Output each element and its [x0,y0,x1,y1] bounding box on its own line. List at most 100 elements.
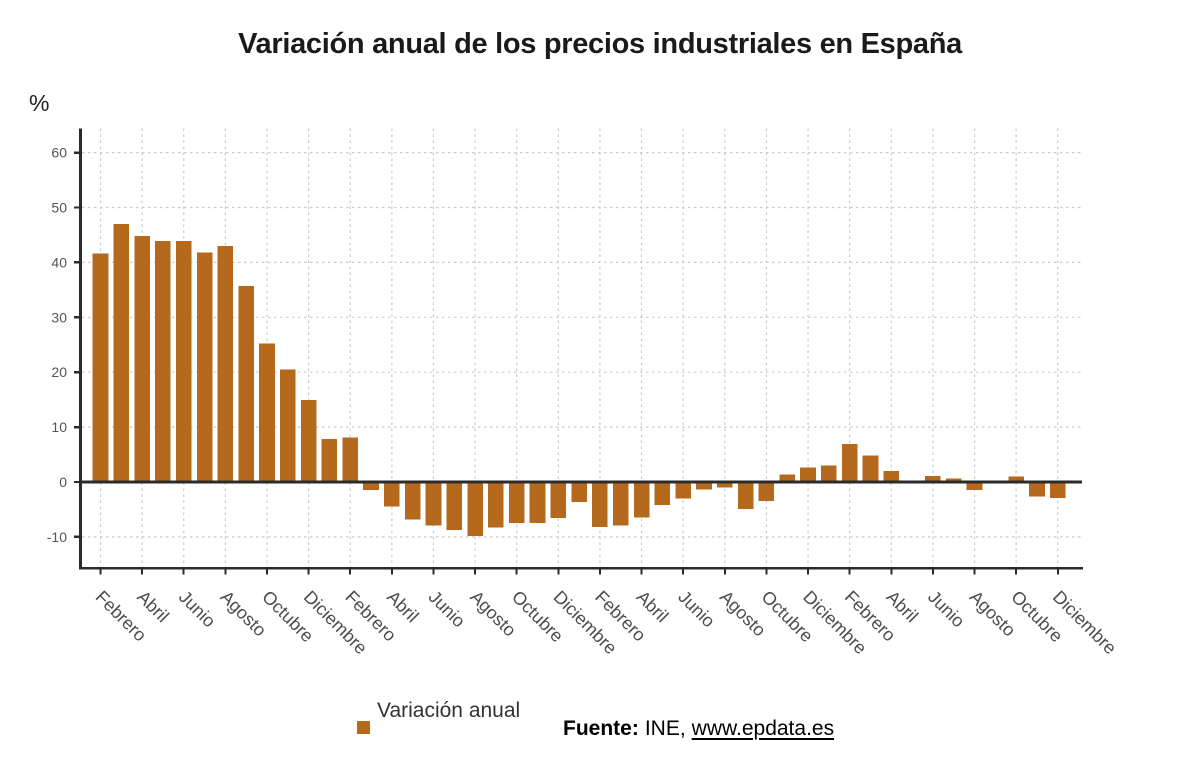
legend-label: Variación anual [377,699,521,722]
bar [342,437,359,482]
x-tick [682,569,685,575]
chart-title: Variación anual de los precios industria… [238,28,962,60]
x-tick [265,569,268,575]
x-tick-label: Junio [175,587,220,632]
bar [300,400,317,482]
x-tick [349,569,352,575]
y-tick-label: 0 [59,474,67,490]
bar [966,482,983,491]
x-axis-line [79,566,1083,570]
x-tick [432,569,435,575]
x-tick [224,569,227,575]
y-axis-unit-label: % [29,90,50,116]
x-tick [765,569,768,575]
source-line: Fuente: INE, www.epdata.es [563,717,834,741]
x-tick [973,569,976,575]
bar [633,482,650,518]
x-tick [390,569,393,575]
bar [1008,476,1024,482]
x-tick [557,569,560,575]
x-tick-label: Diciembre [1049,587,1120,658]
bar [384,482,400,507]
bar [196,252,213,482]
y-tick-label: 40 [51,254,67,270]
bar [737,482,754,509]
bar [571,482,587,502]
bar [1029,482,1045,497]
bar [675,482,691,499]
x-tick [598,569,601,575]
bar [404,482,421,520]
x-tick [99,569,102,575]
x-tick [515,569,518,575]
y-tick-label: 60 [51,145,67,161]
x-tick-label: Junio [674,587,719,632]
x-tick [640,569,643,575]
bar [508,482,525,524]
bar [259,343,275,482]
y-tick [74,206,81,209]
bar [113,223,130,482]
y-tick [74,261,81,264]
y-tick [74,371,81,374]
y-tick-label: -10 [47,529,67,545]
y-tick-label: 10 [51,419,67,435]
bar [883,471,900,482]
legend-swatch [357,721,370,734]
bar [779,474,796,482]
bar [175,240,192,482]
x-tick [182,569,185,575]
y-axis-line [79,128,82,570]
x-tick [141,569,144,575]
zero-line [80,480,1082,484]
bar [925,475,941,482]
y-tick-label: 20 [51,364,67,380]
bar [217,245,234,482]
bar [321,439,338,482]
y-tick-label: 50 [51,200,67,216]
x-tick [307,569,310,575]
bar [1049,482,1066,498]
x-tick [848,569,851,575]
bar [363,482,379,491]
x-tick [890,569,893,575]
bar [862,455,879,482]
bar [841,444,858,482]
x-tick-label: Agosto [716,587,770,641]
bar [425,482,442,526]
source-text: INE, [644,717,686,740]
bar [529,482,546,524]
bar [155,240,171,482]
bar [550,482,567,519]
bar [717,482,733,488]
x-tick-label: Agosto [966,587,1020,641]
x-tick-label: Junio [425,587,470,632]
bar [446,482,463,530]
bar [92,253,109,482]
bar [654,482,671,506]
y-tick [74,151,81,154]
x-tick [723,569,726,575]
bar [279,369,296,482]
x-tick [807,569,810,575]
x-tick [931,569,934,575]
bar [238,286,254,482]
x-tick-label: Junio [924,587,969,632]
x-tick [1015,569,1018,575]
bar [592,482,608,528]
y-tick [74,535,81,539]
bar [800,467,816,482]
bar [758,482,775,502]
bar [467,482,483,536]
y-tick-label: 30 [51,309,67,325]
bar [134,236,150,482]
x-tick [474,569,477,575]
y-tick [74,316,81,319]
source-link[interactable]: www.epdata.es [691,717,835,740]
bar [821,465,837,482]
bar [612,482,629,526]
y-tick [74,480,81,484]
bar [945,478,962,482]
